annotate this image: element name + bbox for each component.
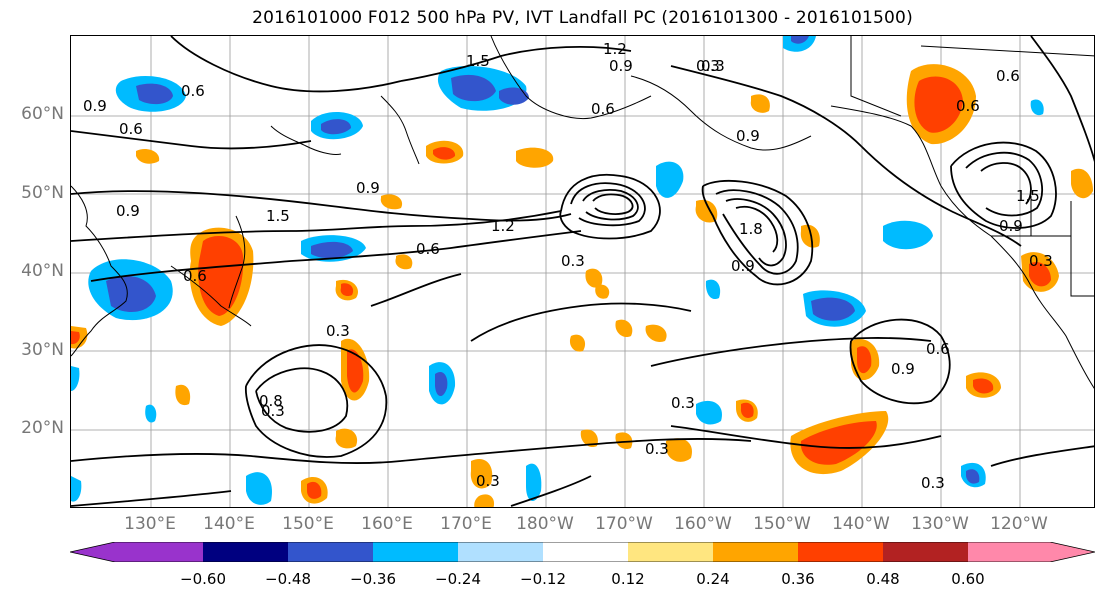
lon-label-180w: 180°W	[516, 514, 574, 534]
contour-label: 0.9	[999, 217, 1023, 235]
contour-label: 0.9	[736, 127, 760, 145]
lon-label-170w: 170°W	[595, 514, 653, 534]
contour-label: 0.6	[591, 100, 615, 118]
contour-label: 0.6	[956, 97, 980, 115]
lon-label-160w: 160°W	[674, 514, 732, 534]
colorbar-tick-label: 0.24	[696, 570, 730, 588]
coastlines	[71, 36, 1094, 389]
contour-label: 0.6	[416, 240, 440, 258]
contour-label: 0.3	[645, 440, 669, 458]
lat-label-50: 50°N	[21, 183, 64, 203]
lon-label-150w: 150°W	[753, 514, 811, 534]
contour-label: 1.8	[739, 220, 763, 238]
colorbar-swatch	[288, 542, 373, 562]
colorbar	[70, 542, 1095, 562]
positive-pv-shading	[71, 64, 1093, 507]
colorbar-swatch	[458, 542, 543, 562]
colorbar-swatch	[628, 542, 713, 562]
contour-label: 0.9	[83, 97, 107, 115]
contour-label: 1.2	[491, 217, 515, 235]
colorbar-tick-label: 0.36	[781, 570, 815, 588]
colorbar-tick-label: −0.60	[180, 570, 226, 588]
colorbar-tick-label: −0.24	[435, 570, 481, 588]
lat-label-60: 60°N	[21, 104, 64, 124]
contour-label: 0.6	[183, 267, 207, 285]
contour-label: 0.9	[356, 179, 380, 197]
colorbar-swatch	[373, 542, 458, 562]
pv-contours	[71, 36, 1094, 507]
negative-pv-shading	[71, 36, 1044, 505]
lon-label-140e: 140°E	[203, 514, 255, 534]
colorbar-tick-label: −0.12	[520, 570, 566, 588]
contour-label: 1.5	[266, 207, 290, 225]
contour-label: 0.3	[261, 402, 285, 420]
contour-labels: 1.5 1.2 0.9 0.3 0.6 0.6 0.9 0.6 0.9 0.9 …	[83, 40, 1053, 492]
map-panel: 1.5 1.2 0.9 0.3 0.6 0.6 0.9 0.6 0.9 0.9 …	[70, 35, 1095, 508]
colorbar-tick-label: −0.48	[265, 570, 311, 588]
contour-label: 0.9	[731, 257, 755, 275]
colorbar-swatch	[883, 542, 968, 562]
colorbar-swatch	[713, 542, 798, 562]
contour-label: 0.8	[259, 392, 283, 410]
contour-label: 0.3	[701, 57, 725, 75]
map-title: 2016101000 F012 500 hPa PV, IVT Landfall…	[252, 8, 913, 28]
colorbar-swatch	[203, 542, 288, 562]
lon-label-160e: 160°E	[361, 514, 413, 534]
lon-label-120w: 120°W	[990, 514, 1048, 534]
contour-label: 1.2	[603, 40, 627, 58]
colorbar-tick-label: −0.36	[350, 570, 396, 588]
contour-label: 0.6	[996, 67, 1020, 85]
contour-label: 0.6	[926, 340, 950, 358]
colorbar-tick-label: 0.48	[866, 570, 900, 588]
contour-label: 0.6	[181, 82, 205, 100]
contour-label: 0.9	[891, 360, 915, 378]
contour-label: 0.9	[609, 57, 633, 75]
colorbar-tick-label: 0.12	[611, 570, 645, 588]
contour-label: 0.9	[116, 202, 140, 220]
contour-label: 0.3	[561, 252, 585, 270]
lat-label-30: 30°N	[21, 340, 64, 360]
contour-label: 1.5	[466, 52, 490, 70]
contour-label: 0.3	[921, 474, 945, 492]
colorbar-extend-high	[968, 542, 1095, 562]
lon-label-140w: 140°W	[832, 514, 890, 534]
contour-label: 0.3	[671, 394, 695, 412]
contour-label: 0.3	[696, 57, 720, 75]
map-svg: 1.5 1.2 0.9 0.3 0.6 0.6 0.9 0.6 0.9 0.9 …	[71, 36, 1094, 507]
lon-label-170e: 170°E	[440, 514, 492, 534]
lon-label-130w: 130°W	[911, 514, 969, 534]
contour-label: 0.3	[1029, 252, 1053, 270]
lat-label-40: 40°N	[21, 261, 64, 281]
colorbar-swatch	[543, 542, 628, 562]
colorbar-swatch	[798, 542, 883, 562]
lon-label-150e: 150°E	[282, 514, 334, 534]
colorbar-extend-low	[70, 542, 203, 562]
contour-label: 0.6	[119, 120, 143, 138]
lat-label-20: 20°N	[21, 418, 64, 438]
contour-label: 0.3	[476, 472, 500, 490]
contour-label: 0.3	[326, 322, 350, 340]
contour-label: 1.5	[1016, 187, 1040, 205]
colorbar-tick-label: 0.60	[951, 570, 985, 588]
lon-label-130e: 130°E	[124, 514, 176, 534]
